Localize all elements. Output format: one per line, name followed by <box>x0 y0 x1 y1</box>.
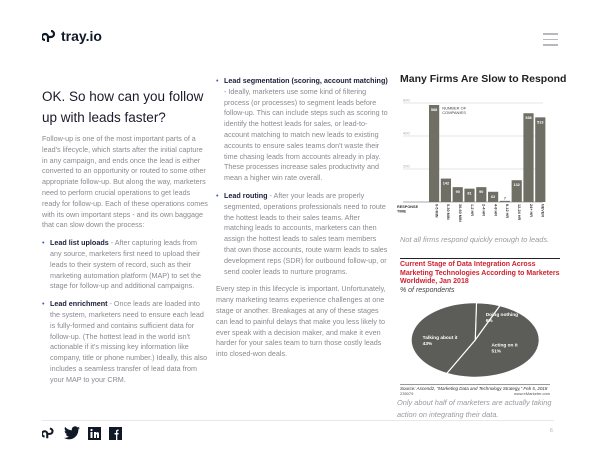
x-tick-label: 4-8 HR <box>493 204 497 216</box>
x-tick-label: 1-2 HR <box>470 204 474 216</box>
legend-label: NUMBER OF COMPANIES <box>442 106 467 116</box>
bar-value-label: 7 <box>504 196 506 200</box>
x-tick-label: 24+ HR <box>529 204 533 217</box>
y-tick-label: 600 <box>403 98 410 103</box>
facebook-icon[interactable] <box>109 426 122 440</box>
y-tick-label: 400 <box>403 131 410 136</box>
bar-value-label: 62 <box>491 195 495 199</box>
pie-chart-caption: Only about half of marketers are actuall… <box>397 398 552 419</box>
logo[interactable]: tray.io <box>42 28 102 44</box>
hamburger-icon[interactable] <box>543 33 558 50</box>
x-tick-label: 8-12 HR <box>505 204 509 218</box>
bar <box>499 200 510 202</box>
bar-value-label: 142 <box>443 182 449 186</box>
intro-paragraph: Follow-up is one of the most important p… <box>42 134 208 230</box>
pie-chart-subtitle: % of respondents <box>400 286 455 294</box>
social-links <box>42 426 122 440</box>
bar-value-label: 513 <box>537 120 543 124</box>
pie-slice-label: Talking about it 43% <box>423 335 458 347</box>
closing-paragraph: Every step in this lifecycle is importan… <box>216 284 386 359</box>
logo-text: tray.io <box>61 28 102 44</box>
x-tick-label: 12-24 HR <box>517 204 521 221</box>
bar-value-label: 90 <box>456 190 460 194</box>
bar <box>476 187 487 202</box>
tray-logo-icon <box>42 29 56 42</box>
x-tick-label: 2-4 HR <box>482 204 486 216</box>
pie-slice-label: Acting on it 51% <box>491 343 518 355</box>
bar <box>488 191 499 202</box>
bar-value-label: 588 <box>431 108 437 112</box>
bullet-lead-list-uploads: Lead list uploads - After capturing lead… <box>42 238 210 292</box>
bullet-lead-enrichment: Lead enrichment - Once leads are loaded … <box>42 299 210 385</box>
bar-chart-title: Many Firms Are Slow to Respond <box>400 73 567 85</box>
linkedin-icon[interactable] <box>88 426 101 440</box>
bar <box>452 187 463 202</box>
footer-divider <box>42 420 554 421</box>
x-tick-label: 5-30 MIN <box>446 204 450 220</box>
pie-slice <box>445 304 540 378</box>
pie-chart-title: Current Stage of Data Integration Across… <box>400 258 560 295</box>
x-axis-label: RESPONSE TIME <box>397 205 419 214</box>
bar <box>511 180 522 202</box>
bar-value-label: 81 <box>467 192 471 196</box>
pie-chart: Doing nothing 6% Acting on it 51% Talking ab… <box>410 302 540 378</box>
pie-slice <box>410 302 478 375</box>
x-tick-label: 30-60 MIN <box>458 204 462 222</box>
bar-value-label: 538 <box>525 116 531 120</box>
pie-code: 235079 <box>400 391 414 396</box>
bar-value-label: 132 <box>514 183 520 187</box>
bullet-lead-routing: Lead routing - After your leads are prop… <box>216 191 390 277</box>
bar <box>464 188 475 202</box>
page-number: 6 <box>550 428 553 434</box>
bar-chart: 200 400 600 588 0-5 MIN 142 5-30 MIN 90 30-60 MI… <box>397 98 546 222</box>
bullet-lead-segmentation: Lead segmentation (scoring, account matc… <box>216 76 390 184</box>
tray-icon[interactable] <box>42 426 56 440</box>
middle-column: Lead segmentation (scoring, account matc… <box>216 76 390 367</box>
bar-chart-caption: Not all firms respond quickly enough to … <box>400 235 550 244</box>
left-column: OK. So how can you follow up with leads … <box>42 86 210 393</box>
bar <box>440 178 451 202</box>
y-tick-label: 200 <box>403 164 410 169</box>
twitter-icon[interactable] <box>64 426 80 440</box>
bar <box>429 104 440 202</box>
pie-site: www.eMarketer.com <box>513 391 550 396</box>
x-tick-label: NEVER <box>541 204 545 217</box>
bar <box>535 117 546 202</box>
x-tick-label: 0-5 MIN <box>434 204 438 218</box>
pie-slice-label: Doing nothing 6% <box>486 312 518 324</box>
bar-value-label: 90 <box>479 190 483 194</box>
bar <box>523 113 534 202</box>
page-title: OK. So how can you follow up with leads … <box>42 89 204 125</box>
pie-source: Source: Ascend2, "Marketing Data and Tec… <box>400 384 550 391</box>
